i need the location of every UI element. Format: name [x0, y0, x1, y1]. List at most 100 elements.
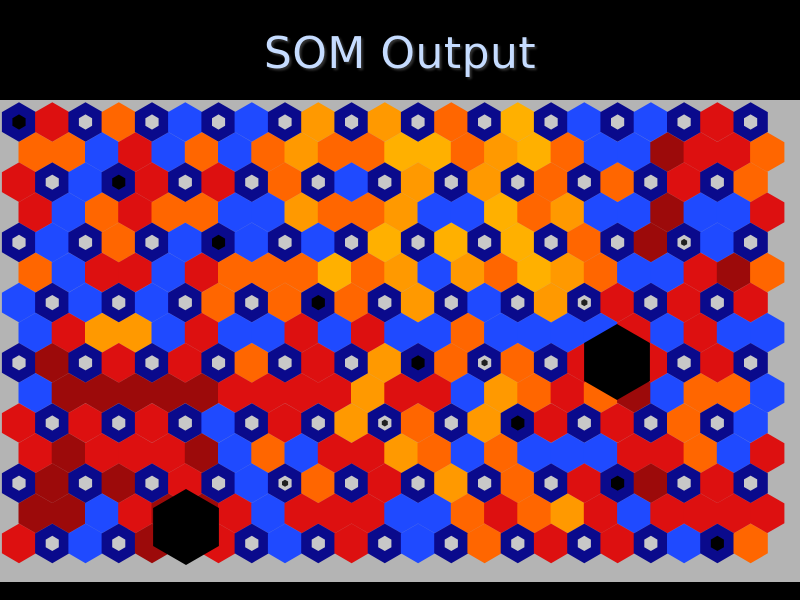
umatrix-cell	[683, 132, 718, 172]
som-node-hit	[581, 299, 588, 307]
umatrix-cell	[517, 252, 552, 293]
som-node-center	[311, 535, 325, 551]
umatrix-cell	[367, 222, 402, 263]
umatrix-cell	[68, 523, 103, 564]
umatrix-cell	[500, 102, 535, 142]
som-node-center	[744, 355, 758, 371]
som-node-center	[78, 355, 93, 371]
umatrix-cell	[68, 162, 103, 202]
umatrix-cell	[1, 282, 37, 323]
som-node-center	[644, 535, 658, 551]
umatrix-cell	[218, 373, 253, 413]
umatrix-cell	[284, 312, 319, 353]
som-node-center	[411, 114, 425, 130]
umatrix-cell	[600, 523, 635, 564]
umatrix-cell	[600, 282, 635, 323]
som-node-center	[677, 475, 691, 491]
umatrix-cell	[351, 252, 386, 293]
umatrix-cell	[450, 192, 486, 233]
som-node-empty	[511, 415, 525, 431]
umatrix-cell	[18, 493, 53, 534]
som-node-center	[644, 174, 658, 190]
som-node-center	[378, 174, 392, 190]
umatrix-cell	[301, 102, 336, 142]
umatrix-cell	[750, 132, 785, 172]
umatrix-cell	[351, 493, 386, 534]
umatrix-cell	[600, 403, 635, 443]
umatrix-cell	[467, 282, 502, 323]
umatrix-cell	[550, 373, 585, 413]
umatrix-cell	[617, 493, 652, 534]
umatrix-cell	[218, 252, 253, 293]
umatrix-cell	[384, 493, 419, 534]
umatrix-cell	[367, 102, 402, 142]
umatrix-cell	[251, 433, 286, 473]
umatrix-cell	[683, 312, 718, 353]
umatrix-cell	[517, 493, 552, 534]
som-node-center	[577, 174, 591, 190]
som-node-empty	[112, 174, 126, 190]
umatrix-cell	[484, 373, 519, 413]
umatrix-cell	[484, 493, 519, 534]
umatrix-cell	[184, 252, 220, 293]
umatrix-cell	[118, 252, 153, 293]
umatrix-cell	[450, 312, 486, 353]
umatrix-cell	[284, 252, 319, 293]
som-node-center	[644, 415, 658, 431]
som-node-center	[345, 355, 359, 371]
umatrix-cell	[650, 433, 685, 473]
umatrix-cell	[201, 282, 236, 323]
umatrix-cell	[434, 343, 469, 383]
som-node-center	[45, 415, 59, 431]
som-node-hit	[681, 238, 688, 246]
umatrix-cell	[134, 403, 170, 443]
umatrix-cell	[18, 433, 53, 473]
umatrix-cell	[500, 222, 535, 263]
som-node-center	[611, 114, 625, 130]
umatrix-cell	[667, 282, 702, 323]
umatrix-cell	[716, 192, 752, 233]
umatrix-cell	[1, 523, 37, 564]
umatrix-cell	[733, 403, 768, 443]
som-node-hit	[381, 419, 388, 427]
umatrix-cell	[750, 312, 785, 353]
umatrix-cell	[68, 403, 103, 443]
umatrix-cell	[617, 433, 652, 473]
som-node-center	[378, 295, 392, 311]
som-node-empty	[611, 475, 625, 491]
umatrix-cell	[667, 523, 702, 564]
umatrix-cell	[184, 132, 220, 172]
umatrix-cell	[700, 463, 735, 503]
som-node-center	[444, 295, 458, 311]
umatrix-cell	[583, 493, 619, 534]
umatrix-cell	[284, 433, 319, 473]
umatrix-cell	[267, 403, 303, 443]
umatrix-cell	[467, 162, 502, 202]
umatrix-cell	[633, 222, 668, 263]
som-hex-grid	[1, 102, 785, 565]
umatrix-cell	[400, 403, 436, 443]
som-node-center	[511, 174, 525, 190]
umatrix-cell	[484, 132, 519, 172]
cluster-empty-region	[584, 324, 650, 400]
umatrix-cell	[184, 373, 220, 413]
som-node-center	[245, 535, 259, 551]
umatrix-cell	[716, 493, 752, 534]
som-node-empty	[710, 535, 724, 551]
som-node-center	[577, 415, 591, 431]
umatrix-cell	[533, 162, 569, 202]
umatrix-cell	[101, 463, 136, 503]
som-node-center	[378, 535, 392, 551]
umatrix-cell	[484, 252, 519, 293]
umatrix-cell	[567, 463, 602, 503]
umatrix-cell	[101, 102, 136, 142]
som-node-center	[478, 475, 492, 491]
som-node-center	[511, 535, 525, 551]
umatrix-cell	[251, 192, 286, 233]
umatrix-cell	[750, 433, 785, 473]
umatrix-cell	[384, 132, 419, 172]
umatrix-cell	[251, 312, 286, 353]
som-node-center	[478, 114, 492, 130]
umatrix-cell	[417, 252, 452, 293]
umatrix-cell	[267, 523, 303, 564]
